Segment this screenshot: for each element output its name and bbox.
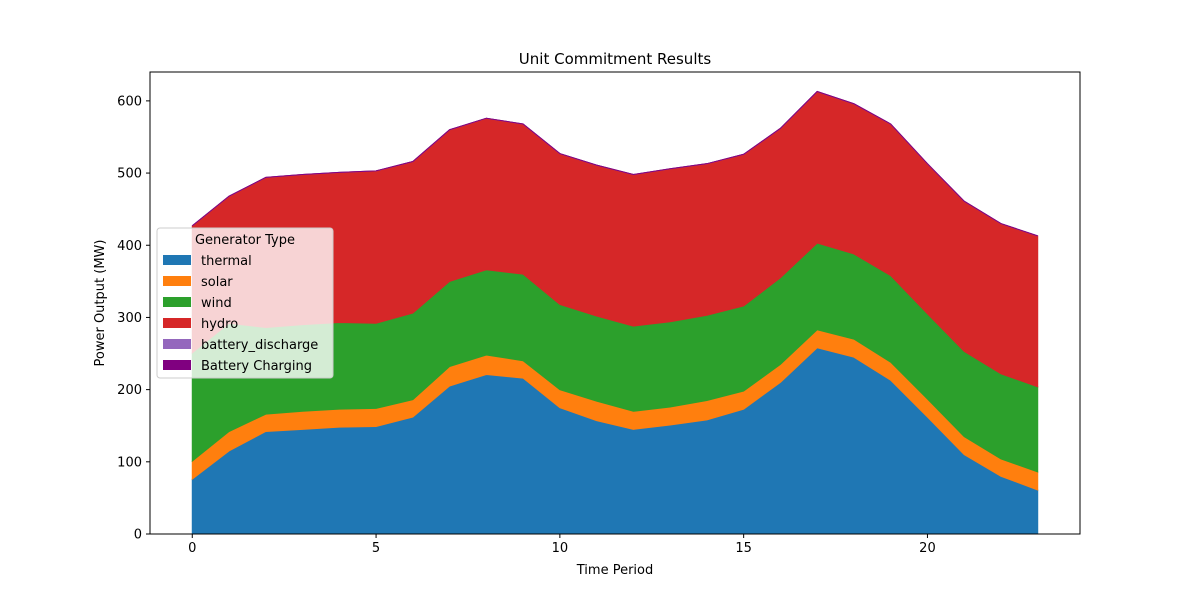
x-tick-label: 15 bbox=[735, 541, 752, 556]
area-battery-charging bbox=[191, 90, 1038, 237]
y-axis-ticks: 0 100 200 300 400 500 600 bbox=[117, 94, 150, 543]
legend-label: battery_discharge bbox=[201, 338, 318, 353]
legend-swatch bbox=[163, 339, 191, 349]
y-tick-label: 0 bbox=[134, 528, 142, 543]
legend-swatch bbox=[163, 276, 191, 286]
y-tick-label: 600 bbox=[117, 94, 142, 109]
y-tick-label: 200 bbox=[117, 383, 142, 398]
legend-swatch bbox=[163, 318, 191, 328]
legend-label: thermal bbox=[201, 254, 252, 269]
y-tick-label: 500 bbox=[117, 167, 142, 182]
x-tick-label: 0 bbox=[188, 541, 196, 556]
y-tick-label: 300 bbox=[117, 311, 142, 326]
x-tick-label: 20 bbox=[919, 541, 936, 556]
y-tick-label: 100 bbox=[117, 455, 142, 470]
x-tick-label: 10 bbox=[552, 541, 569, 556]
legend-box bbox=[156, 227, 334, 379]
y-axis-label: Power Output (MW) bbox=[93, 240, 108, 367]
x-axis-ticks: 0 5 10 15 20 bbox=[188, 534, 936, 556]
legend-items: thermal solar wind hydro battery_discharge Ba… bbox=[163, 254, 318, 374]
y-tick-label: 400 bbox=[117, 239, 142, 254]
legend: Generator Type thermal solar wind hydro batt… bbox=[156, 227, 334, 379]
legend-label: hydro bbox=[201, 317, 238, 332]
legend-swatch bbox=[163, 297, 191, 307]
legend-label: solar bbox=[201, 275, 233, 290]
area-layer bbox=[191, 90, 1039, 535]
legend-label: Battery Charging bbox=[201, 359, 312, 374]
legend-swatch bbox=[163, 360, 191, 370]
chart-title: Unit Commitment Results bbox=[519, 50, 712, 68]
x-axis-label: Time Period bbox=[576, 563, 653, 578]
legend-swatch bbox=[163, 255, 191, 265]
x-tick-label: 5 bbox=[372, 541, 380, 556]
plot-frame bbox=[149, 71, 1081, 535]
legend-title: Generator Type bbox=[195, 233, 295, 248]
legend-label: wind bbox=[201, 296, 232, 311]
